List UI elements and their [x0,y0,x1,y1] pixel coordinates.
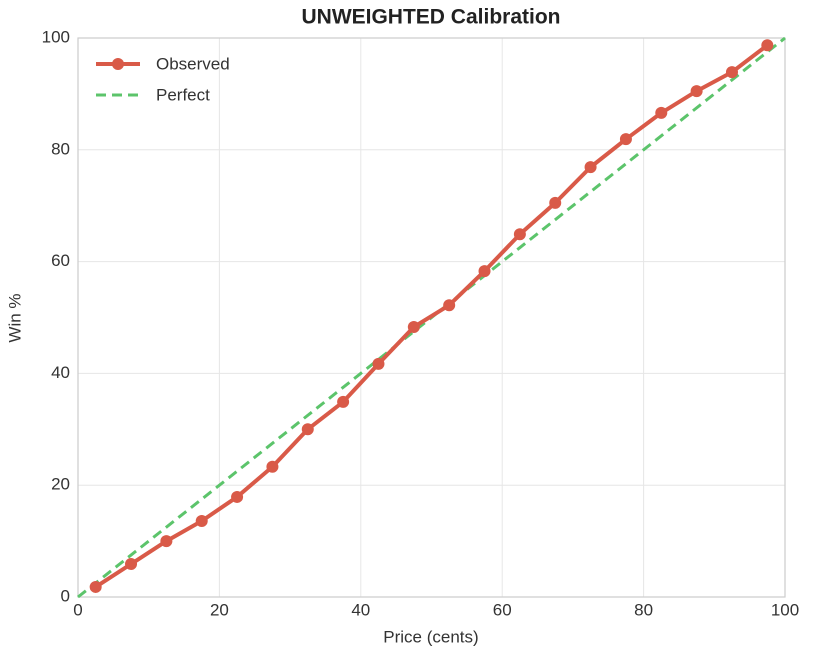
data-point [761,39,774,52]
data-point [725,66,738,79]
data-point [125,558,138,571]
data-point [478,265,491,278]
x-tick-label: 60 [493,600,512,619]
data-point [372,357,385,370]
chart-title: UNWEIGHTED Calibration [301,6,560,29]
data-point [549,196,562,209]
data-point [690,85,703,98]
plot-frame [77,37,786,598]
x-tick-label: 100 [771,600,799,619]
data-point [655,106,668,119]
y-tick-label: 100 [42,27,70,46]
series-line [94,43,769,589]
data-point [513,228,526,241]
data-point [337,395,350,408]
legend-marker [112,58,124,70]
y-tick-label: 20 [51,475,70,494]
data-point [160,535,173,548]
x-tick-label: 40 [351,600,370,619]
x-tick-label: 80 [634,600,653,619]
data-point [266,460,279,473]
y-tick-label: 40 [51,363,70,382]
legend-label: Observed [156,54,230,73]
data-point [89,580,102,593]
legend-label: Perfect [156,85,210,104]
x-tick-label: 20 [210,600,229,619]
y-tick-label: 60 [51,251,70,270]
y-axis-label: Win % [5,293,24,342]
x-tick-label: 0 [73,600,82,619]
data-point [443,299,456,312]
x-axis-label: Price (cents) [383,627,478,646]
y-tick-label: 0 [61,586,70,605]
data-point [584,161,597,174]
data-point [231,490,244,503]
data-point [301,423,314,436]
data-point [619,133,632,146]
data-point [195,514,208,527]
data-point [407,321,420,334]
y-tick-label: 80 [51,139,70,158]
